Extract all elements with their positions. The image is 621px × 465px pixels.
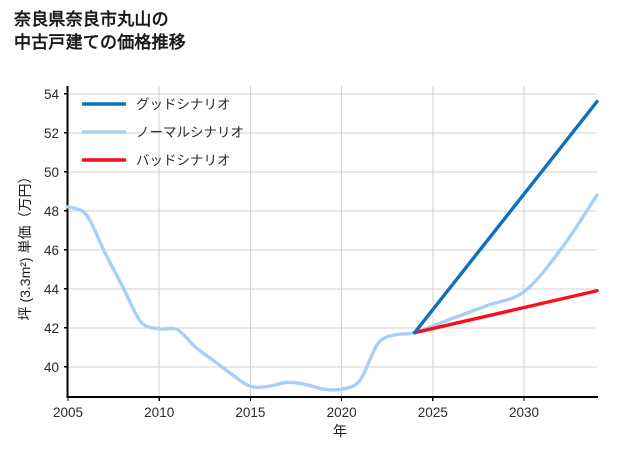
series-line-ノーマルシナリオ	[66, 193, 599, 392]
x-tick-label-2015: 2015	[235, 405, 265, 420]
chart-title-line-1: 奈良県奈良市丸山の	[14, 10, 169, 29]
chart-title-line-2: 中古戸建ての価格推移	[14, 33, 186, 53]
x-tick-labels: 2005 2010 2015 2020 2025 2030	[53, 405, 539, 420]
x-tick-label-2030: 2030	[509, 405, 539, 420]
y-tick-label-48: 48	[44, 204, 59, 219]
series-line-バッドシナリオ	[412, 289, 599, 335]
y-tick-label-52: 52	[44, 126, 59, 141]
data-series-group	[66, 99, 599, 392]
legend-item-1[interactable]: ノーマルシナリオ	[82, 125, 244, 140]
y-tick-marks	[64, 93, 68, 368]
y-tick-label-40: 40	[44, 360, 59, 375]
y-tick-label-46: 46	[44, 243, 59, 258]
x-tick-label-2010: 2010	[144, 405, 174, 420]
x-tick-label-2005: 2005	[53, 405, 83, 420]
y-tick-labels: 40 42 44 46 48 50 52 54	[44, 87, 60, 375]
y-tick-label-54: 54	[44, 87, 60, 102]
x-tick-label-2025: 2025	[418, 405, 448, 420]
y-axis-title: 坪 (3.3m²) 単価（万円）	[17, 170, 33, 321]
legend-item-2[interactable]: バッドシナリオ	[82, 153, 231, 168]
y-tick-label-44: 44	[44, 282, 60, 297]
legend-label-2: バッドシナリオ	[136, 153, 231, 168]
x-tick-marks	[67, 397, 525, 401]
legend-label-0: グッドシナリオ	[136, 97, 231, 112]
chart-title: 奈良県奈良市丸山の 中古戸建ての価格推移	[14, 8, 574, 55]
x-axis-title: 年	[333, 423, 347, 439]
legend-label-1: ノーマルシナリオ	[136, 125, 244, 140]
y-tick-label-50: 50	[44, 165, 59, 180]
legend-item-0[interactable]: グッドシナリオ	[82, 97, 231, 112]
x-tick-label-2020: 2020	[327, 405, 357, 420]
series-line-グッドシナリオ	[412, 99, 599, 335]
y-tick-label-42: 42	[44, 321, 59, 336]
